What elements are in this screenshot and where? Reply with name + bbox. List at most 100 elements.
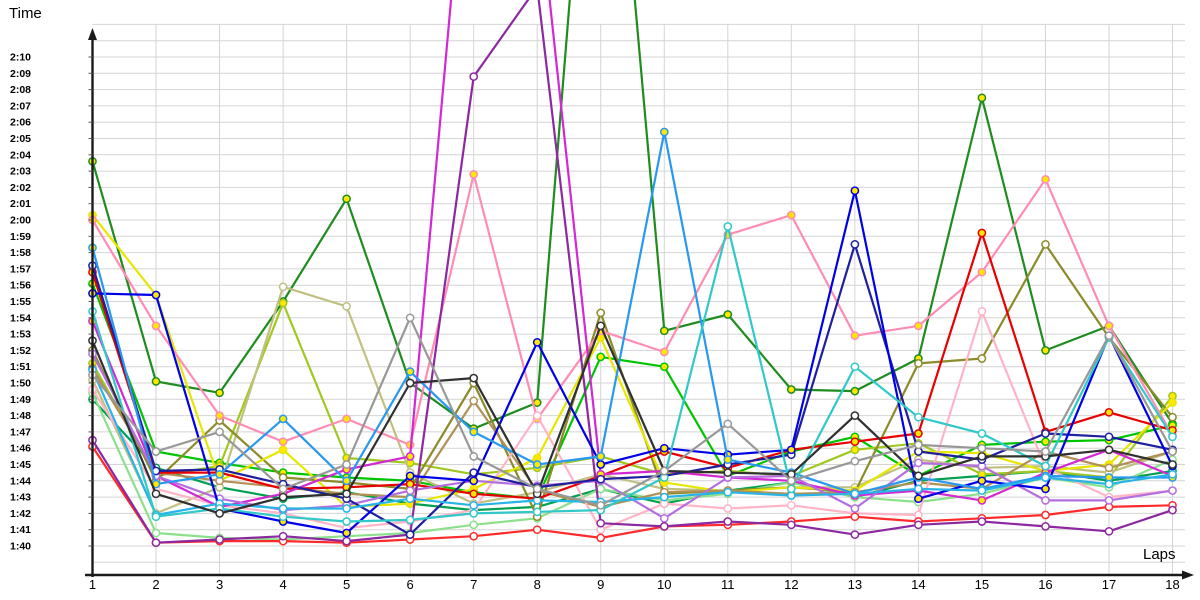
- point-light-cyan: [342, 504, 351, 513]
- point-purple: [1041, 522, 1050, 531]
- point-purple: [977, 517, 987, 526]
- point-sky-blue: [405, 367, 415, 376]
- point-pink: [1104, 321, 1114, 331]
- x-tick-label: 18: [1165, 577, 1179, 592]
- point-turquoise: [151, 512, 161, 522]
- point-light-pink: [723, 504, 733, 513]
- point-light-cyan: [1168, 469, 1177, 479]
- point-dark-red: [1041, 510, 1050, 520]
- point-forest-green: [1041, 346, 1050, 355]
- y-tick-label: 1:53: [10, 329, 31, 341]
- point-forest-green: [786, 385, 796, 394]
- point-yellow-green: [278, 298, 288, 308]
- point-red: [469, 489, 479, 499]
- point-purple: [596, 518, 606, 528]
- x-tick-label: 2: [152, 577, 159, 592]
- point-pink: [278, 437, 288, 447]
- x-axis-arrow-icon: [1182, 570, 1194, 580]
- point-violet: [914, 458, 923, 468]
- y-tick-label: 2:03: [10, 166, 31, 178]
- point-light-pink: [977, 306, 987, 316]
- point-gray: [215, 427, 224, 437]
- point-forest-green: [977, 93, 987, 103]
- point-light-cyan: [659, 492, 669, 502]
- point-turquoise: [1041, 461, 1050, 471]
- series-red: [91, 231, 1173, 500]
- point-yellow: [278, 445, 288, 455]
- point-light-cyan: [278, 504, 288, 513]
- point-olive: [977, 354, 987, 363]
- point-turquoise: [914, 412, 923, 422]
- point-gray: [659, 466, 669, 476]
- series-black: [91, 324, 1173, 515]
- point-blue: [596, 460, 606, 469]
- point-bright-green: [659, 362, 669, 372]
- point-navy: [850, 240, 860, 249]
- point-olive: [914, 359, 923, 368]
- point-light-green: [596, 484, 606, 494]
- series-khaki: [91, 285, 1173, 515]
- point-light-cyan: [850, 489, 860, 499]
- series-bright-green: [91, 283, 1173, 500]
- point-bright-green: [1041, 437, 1050, 447]
- point-magenta: [405, 452, 415, 461]
- point-tan: [1104, 463, 1114, 473]
- y-tick-label: 2:10: [10, 52, 31, 64]
- point-purple: [850, 530, 860, 539]
- point-light-cyan: [405, 494, 415, 504]
- series-forest-green: [91, 0, 1174, 430]
- point-purple: [1168, 505, 1177, 515]
- point-gray: [977, 443, 987, 453]
- y-tick-label: 1:54: [10, 312, 31, 324]
- tick-labels: 1:40 1:41 1:42 1:43 1:44 1:45 1:46 1:47 1:48 1:49…: [10, 52, 1180, 593]
- point-blue: [532, 337, 542, 347]
- point-turquoise: [405, 515, 415, 525]
- point-yellow: [1168, 398, 1177, 407]
- series-light-cyan: [91, 369, 1173, 517]
- point-violet: [1104, 496, 1114, 505]
- point-dark-red: [596, 533, 606, 543]
- y-tick-label: 1:46: [10, 443, 31, 455]
- series-sky-blue: [91, 130, 1173, 495]
- point-olive: [596, 308, 606, 318]
- point-dark-red: [532, 525, 542, 535]
- point-pink: [342, 414, 351, 424]
- point-blue: [1041, 484, 1050, 494]
- point-black: [977, 452, 987, 461]
- series-gray: [91, 316, 1174, 507]
- point-pink: [215, 411, 224, 420]
- x-tick-label: 6: [407, 577, 414, 592]
- point-turquoise: [1168, 432, 1177, 442]
- y-tick-label: 2:02: [10, 182, 31, 194]
- point-gray: [1041, 447, 1050, 456]
- point-purple: [1104, 526, 1114, 536]
- point-gray: [469, 452, 479, 461]
- point-dark-red: [469, 531, 479, 541]
- point-blue: [151, 290, 161, 300]
- point-purple: [215, 535, 224, 544]
- series-light-pink: [91, 310, 1173, 531]
- point-gray: [723, 419, 733, 429]
- x-tick-label: 17: [1102, 577, 1116, 592]
- point-sky-blue: [659, 127, 669, 137]
- point-navy: [596, 474, 606, 484]
- point-black: [405, 378, 415, 388]
- series-pink: [91, 173, 1174, 446]
- series-dark-red: [91, 445, 1173, 544]
- x-tick-label: 15: [975, 577, 989, 592]
- point-gray: [342, 460, 351, 469]
- y-tick-label: 2:07: [10, 100, 31, 112]
- point-gray: [786, 476, 796, 486]
- y-tick-label: 1:51: [10, 361, 31, 373]
- point-pink: [786, 210, 796, 220]
- x-tick-label: 7: [470, 577, 477, 592]
- point-turquoise: [278, 512, 288, 522]
- series-magenta: [91, 0, 1173, 508]
- point-blue: [850, 186, 860, 196]
- point-gray: [532, 484, 542, 494]
- point-turquoise: [723, 222, 733, 231]
- point-pink: [1041, 174, 1050, 184]
- point-blue: [786, 445, 796, 455]
- point-blue: [342, 528, 351, 538]
